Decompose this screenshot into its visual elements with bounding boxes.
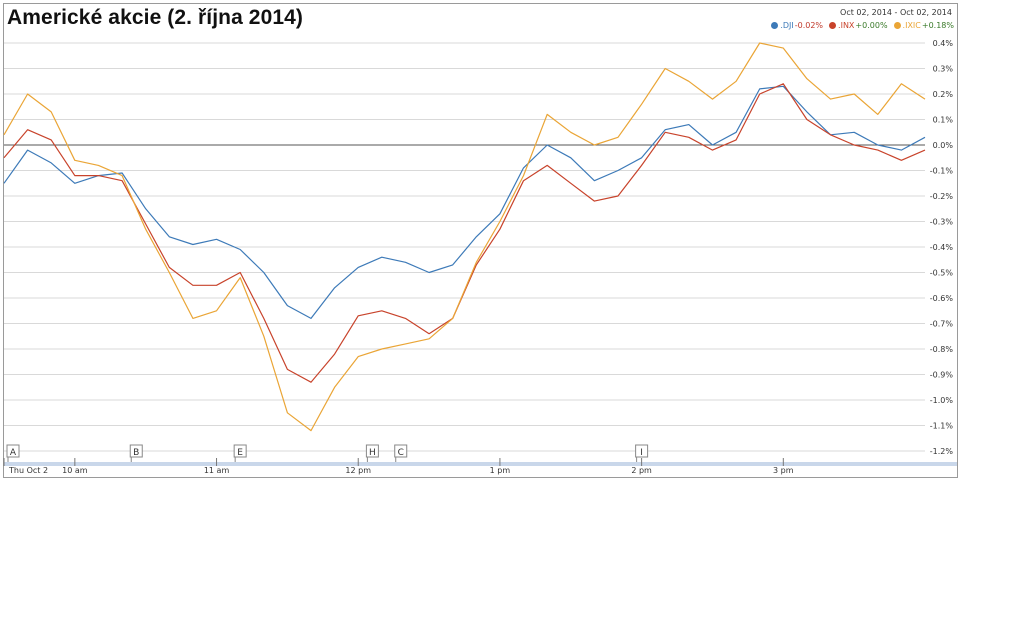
series-line-dji: [3, 85, 926, 319]
y-tick-label: 0.1%: [933, 116, 954, 125]
y-tick-label: -0.8%: [930, 345, 954, 354]
y-tick-label: -0.3%: [930, 218, 954, 227]
y-tick-label: 0.4%: [933, 39, 954, 48]
event-marker-box: [129, 444, 143, 458]
event-marker-label: B: [133, 448, 139, 458]
date-range: Oct 02, 2014 - Oct 02, 2014: [840, 8, 952, 17]
x-axis-band: [4, 462, 957, 466]
event-marker-label: E: [237, 448, 243, 458]
legend-dot-icon: [893, 22, 901, 29]
y-tick-label: 0.3%: [933, 65, 954, 74]
x-tick-label: 3 pm: [773, 466, 794, 475]
y-tick-label: -1.1%: [930, 422, 954, 431]
legend-change: +0.18%: [921, 21, 954, 30]
series-line-ixic: [3, 42, 926, 432]
legend-symbol: .INX: [838, 21, 855, 30]
x-tick-label: 2 pm: [631, 466, 652, 475]
legend-change: -0.02%: [794, 21, 824, 30]
event-marker-box: [6, 444, 20, 458]
chart-title: Americké akcie (2. října 2014): [7, 6, 304, 29]
y-tick-label: -0.6%: [930, 294, 954, 303]
event-marker-box: [635, 444, 649, 458]
legend-item-dji[interactable]: .DJI -0.02%: [771, 21, 823, 30]
chart-frame: [3, 3, 958, 478]
event-marker-box: [365, 444, 379, 458]
x-tick-label: 12 pm: [345, 466, 371, 475]
event-marker-label: C: [398, 448, 404, 458]
x-tick-label: 11 am: [204, 466, 230, 475]
legend-item-ixic[interactable]: .IXIC +0.18%: [893, 21, 954, 30]
series-line-inx: [3, 83, 926, 383]
y-tick-label: -0.9%: [930, 371, 954, 380]
legend-symbol: .IXIC: [902, 21, 921, 30]
legend-dot-icon: [829, 22, 837, 29]
y-tick-label: -0.2%: [930, 192, 954, 201]
event-marker-label: A: [10, 448, 17, 458]
y-tick-label: -0.5%: [930, 269, 954, 278]
legend-dot-icon: [771, 22, 779, 29]
x-tick-label: 1 pm: [490, 466, 511, 475]
legend-change: +0.00%: [855, 21, 888, 30]
y-tick-label: -0.7%: [930, 320, 954, 329]
x-tick-label: 10 am: [62, 466, 88, 475]
event-marker-box: [394, 444, 408, 458]
event-marker-label: I: [640, 448, 643, 458]
legend-symbol: .DJI: [780, 21, 794, 30]
legend: .DJI -0.02% .INX +0.00% .IXIC +0.18%: [771, 21, 954, 30]
y-tick-label: -0.4%: [930, 243, 954, 252]
y-tick-label: -0.1%: [930, 167, 954, 176]
y-tick-label: 0.0%: [933, 141, 954, 150]
x-tick-label: Thu Oct 2: [8, 466, 48, 475]
event-marker-box: [233, 444, 247, 458]
y-tick-label: -1.0%: [930, 396, 954, 405]
y-tick-label: 0.2%: [933, 90, 954, 99]
event-marker-label: H: [369, 448, 376, 458]
legend-item-inx[interactable]: .INX +0.00%: [829, 21, 888, 30]
y-tick-label: -1.2%: [930, 447, 954, 456]
